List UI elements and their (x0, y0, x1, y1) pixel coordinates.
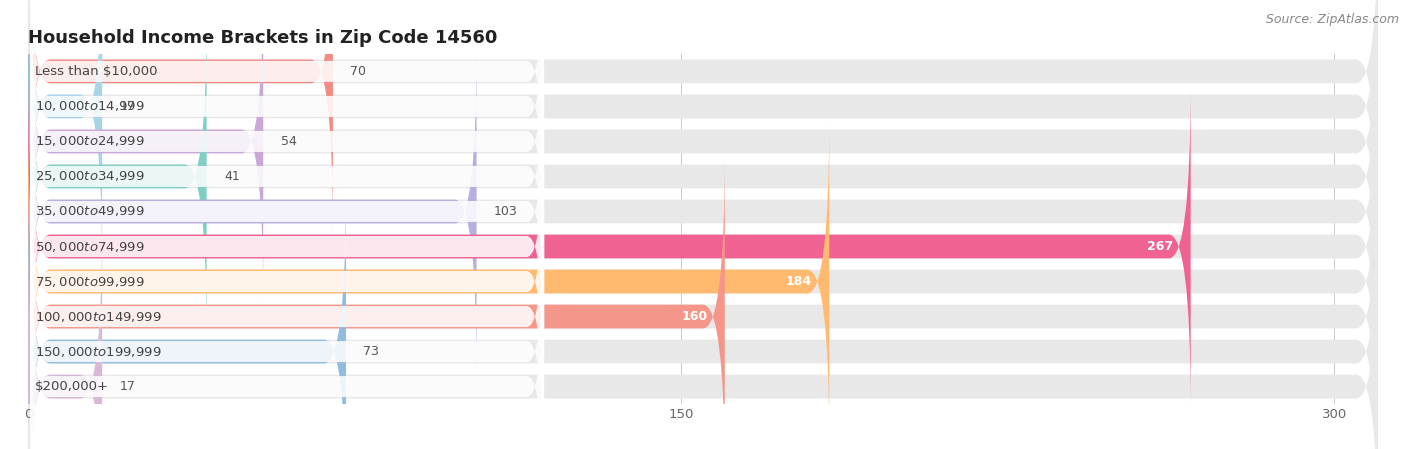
Text: $50,000 to $74,999: $50,000 to $74,999 (35, 239, 145, 254)
FancyBboxPatch shape (28, 154, 724, 449)
Text: 103: 103 (494, 205, 517, 218)
FancyBboxPatch shape (31, 222, 544, 449)
FancyBboxPatch shape (31, 47, 544, 306)
FancyBboxPatch shape (28, 0, 1378, 234)
FancyBboxPatch shape (31, 152, 544, 411)
FancyBboxPatch shape (28, 224, 1378, 449)
FancyBboxPatch shape (31, 117, 544, 376)
Text: 184: 184 (786, 275, 811, 288)
FancyBboxPatch shape (28, 13, 207, 339)
FancyBboxPatch shape (28, 0, 333, 234)
FancyBboxPatch shape (28, 84, 1378, 409)
Text: $10,000 to $14,999: $10,000 to $14,999 (35, 99, 145, 114)
FancyBboxPatch shape (28, 189, 346, 449)
FancyBboxPatch shape (28, 0, 263, 304)
FancyBboxPatch shape (28, 0, 103, 269)
Text: 70: 70 (350, 65, 367, 78)
Text: 160: 160 (682, 310, 707, 323)
FancyBboxPatch shape (28, 0, 1378, 269)
Text: 54: 54 (281, 135, 297, 148)
FancyBboxPatch shape (28, 13, 1378, 339)
Text: $25,000 to $34,999: $25,000 to $34,999 (35, 169, 145, 184)
FancyBboxPatch shape (28, 48, 477, 374)
FancyBboxPatch shape (31, 0, 544, 201)
Text: $35,000 to $49,999: $35,000 to $49,999 (35, 204, 145, 219)
Text: 41: 41 (224, 170, 240, 183)
FancyBboxPatch shape (31, 82, 544, 341)
Text: Source: ZipAtlas.com: Source: ZipAtlas.com (1265, 13, 1399, 26)
Text: Less than $10,000: Less than $10,000 (35, 65, 157, 78)
FancyBboxPatch shape (31, 257, 544, 449)
Text: 73: 73 (363, 345, 380, 358)
FancyBboxPatch shape (28, 84, 1191, 409)
FancyBboxPatch shape (28, 119, 830, 445)
Text: $15,000 to $24,999: $15,000 to $24,999 (35, 134, 145, 149)
Text: $150,000 to $199,999: $150,000 to $199,999 (35, 344, 162, 359)
Text: $100,000 to $149,999: $100,000 to $149,999 (35, 309, 162, 324)
FancyBboxPatch shape (28, 119, 1378, 445)
Text: $200,000+: $200,000+ (35, 380, 108, 393)
FancyBboxPatch shape (31, 12, 544, 271)
Text: Household Income Brackets in Zip Code 14560: Household Income Brackets in Zip Code 14… (28, 29, 498, 47)
FancyBboxPatch shape (28, 48, 1378, 374)
Text: $75,000 to $99,999: $75,000 to $99,999 (35, 274, 145, 289)
FancyBboxPatch shape (31, 187, 544, 446)
Text: 267: 267 (1147, 240, 1173, 253)
Text: 17: 17 (120, 380, 135, 393)
FancyBboxPatch shape (31, 0, 544, 236)
Text: 17: 17 (120, 100, 135, 113)
FancyBboxPatch shape (28, 0, 1378, 304)
FancyBboxPatch shape (28, 189, 1378, 449)
FancyBboxPatch shape (28, 154, 1378, 449)
FancyBboxPatch shape (28, 224, 103, 449)
